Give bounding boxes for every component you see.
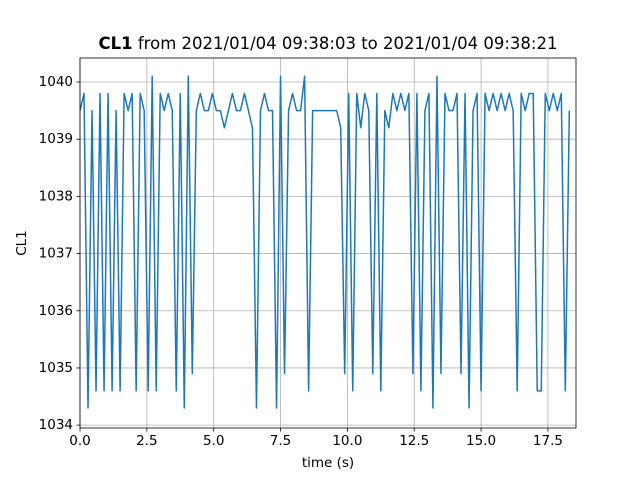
x-tick-label: 17.5 xyxy=(533,433,563,449)
y-tick-label: 1036 xyxy=(39,303,73,319)
x-tick-label: 15.0 xyxy=(466,433,496,449)
title-text: from 2021/01/04 09:38:03 to 2021/01/04 0… xyxy=(138,34,558,53)
y-tick-label: 1035 xyxy=(39,360,73,376)
x-tick-label: 12.5 xyxy=(399,433,429,449)
title-name: CL1 xyxy=(99,34,133,53)
x-tick-label: 0.0 xyxy=(69,433,90,449)
y-axis-label: CL1 xyxy=(14,230,30,256)
x-axis-label: time (s) xyxy=(302,455,354,471)
x-tick-label: 7.5 xyxy=(270,433,291,449)
y-tick-label: 1037 xyxy=(39,246,73,262)
x-tick-label: 5.0 xyxy=(203,433,224,449)
x-tick-label: 2.5 xyxy=(136,433,157,449)
y-tick-label: 1039 xyxy=(39,131,73,147)
data-line xyxy=(80,75,571,409)
x-tick-label: 10.0 xyxy=(332,433,362,449)
y-tick-label: 1034 xyxy=(39,417,73,433)
y-tick-label: 1040 xyxy=(39,74,73,90)
chart-title: CL1 from 2021/01/04 09:38:03 to 2021/01/… xyxy=(99,34,558,53)
y-tick-label: 1038 xyxy=(39,188,73,204)
plot-frame xyxy=(79,57,577,429)
